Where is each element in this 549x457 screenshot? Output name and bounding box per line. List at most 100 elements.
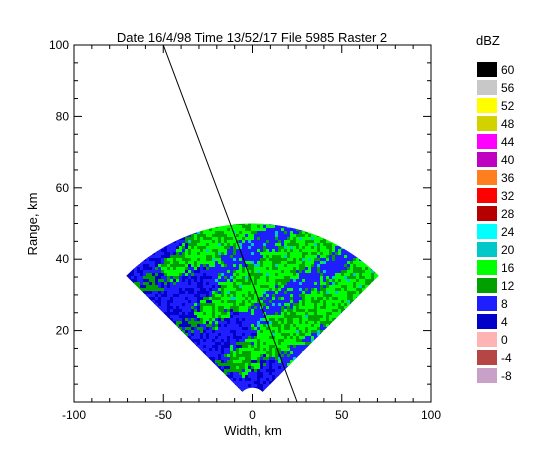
reflectivity-cell [200,267,203,270]
reflectivity-cell [89,348,92,351]
reflectivity-cell [236,237,239,240]
reflectivity-cell [188,381,191,384]
reflectivity-cell [317,243,320,246]
reflectivity-cell [185,249,188,252]
reflectivity-cell [245,249,248,252]
reflectivity-cell [212,354,215,357]
reflectivity-cell [386,279,389,282]
reflectivity-cell [422,375,425,378]
reflectivity-cell [341,378,344,381]
reflectivity-cell [101,303,104,306]
reflectivity-cell [194,282,197,285]
reflectivity-cell [350,351,353,354]
reflectivity-cell [239,258,242,261]
reflectivity-cell [173,252,176,255]
reflectivity-cell [311,306,314,309]
reflectivity-cell [308,267,311,270]
reflectivity-cell [251,369,254,372]
reflectivity-cell [386,369,389,372]
reflectivity-cell [383,291,386,294]
reflectivity-cell [236,303,239,306]
reflectivity-cell [221,381,224,384]
reflectivity-cell [95,351,98,354]
reflectivity-cell [347,297,350,300]
reflectivity-cell [350,318,353,321]
reflectivity-cell [281,285,284,288]
reflectivity-cell [212,369,215,372]
reflectivity-cell [326,294,329,297]
reflectivity-cell [197,279,200,282]
reflectivity-cell [101,363,104,366]
reflectivity-cell [137,330,140,333]
reflectivity-cell [167,330,170,333]
reflectivity-cell [161,279,164,282]
reflectivity-cell [263,345,266,348]
reflectivity-cell [143,363,146,366]
reflectivity-cell [218,369,221,372]
reflectivity-cell [293,339,296,342]
reflectivity-cell [86,381,89,384]
reflectivity-cell [131,267,134,270]
reflectivity-cell [140,348,143,351]
reflectivity-cell [392,324,395,327]
reflectivity-cell [179,267,182,270]
reflectivity-cell [314,357,317,360]
reflectivity-cell [356,312,359,315]
reflectivity-cell [128,297,131,300]
reflectivity-cell [296,264,299,267]
reflectivity-cell [251,273,254,276]
reflectivity-cell [335,354,338,357]
reflectivity-cell [392,318,395,321]
reflectivity-cell [143,282,146,285]
reflectivity-cell [359,309,362,312]
reflectivity-cell [131,285,134,288]
reflectivity-cell [137,357,140,360]
reflectivity-cell [167,249,170,252]
reflectivity-cell [173,309,176,312]
reflectivity-cell [419,375,422,378]
reflectivity-cell [344,252,347,255]
reflectivity-cell [290,267,293,270]
reflectivity-cell [224,228,227,231]
reflectivity-cell [110,369,113,372]
reflectivity-cell [203,372,206,375]
reflectivity-cell [191,243,194,246]
reflectivity-cell [293,360,296,363]
reflectivity-cell [332,339,335,342]
reflectivity-cell [410,375,413,378]
reflectivity-cell [212,297,215,300]
reflectivity-cell [341,369,344,372]
reflectivity-cell [338,324,341,327]
reflectivity-cell [158,255,161,258]
reflectivity-cell [122,369,125,372]
reflectivity-cell [116,327,119,330]
reflectivity-cell [401,333,404,336]
reflectivity-cell [185,303,188,306]
reflectivity-cell [203,381,206,384]
reflectivity-cell [236,330,239,333]
reflectivity-cell [335,279,338,282]
reflectivity-cell [224,321,227,324]
reflectivity-cell [293,282,296,285]
reflectivity-cell [401,339,404,342]
reflectivity-cell [95,315,98,318]
reflectivity-cell [302,297,305,300]
reflectivity-cell [290,246,293,249]
reflectivity-cell [278,318,281,321]
reflectivity-cell [314,264,317,267]
reflectivity-cell [230,348,233,351]
reflectivity-cell [245,348,248,351]
reflectivity-cell [230,270,233,273]
reflectivity-cell [176,336,179,339]
reflectivity-cell [329,264,332,267]
reflectivity-cell [362,288,365,291]
reflectivity-cell [203,357,206,360]
reflectivity-cell [245,223,248,225]
reflectivity-cell [320,366,323,369]
reflectivity-cell [272,324,275,327]
reflectivity-cell [233,318,236,321]
reflectivity-cell [299,321,302,324]
reflectivity-cell [218,243,221,246]
reflectivity-cell [302,231,305,234]
reflectivity-cell [320,237,323,240]
